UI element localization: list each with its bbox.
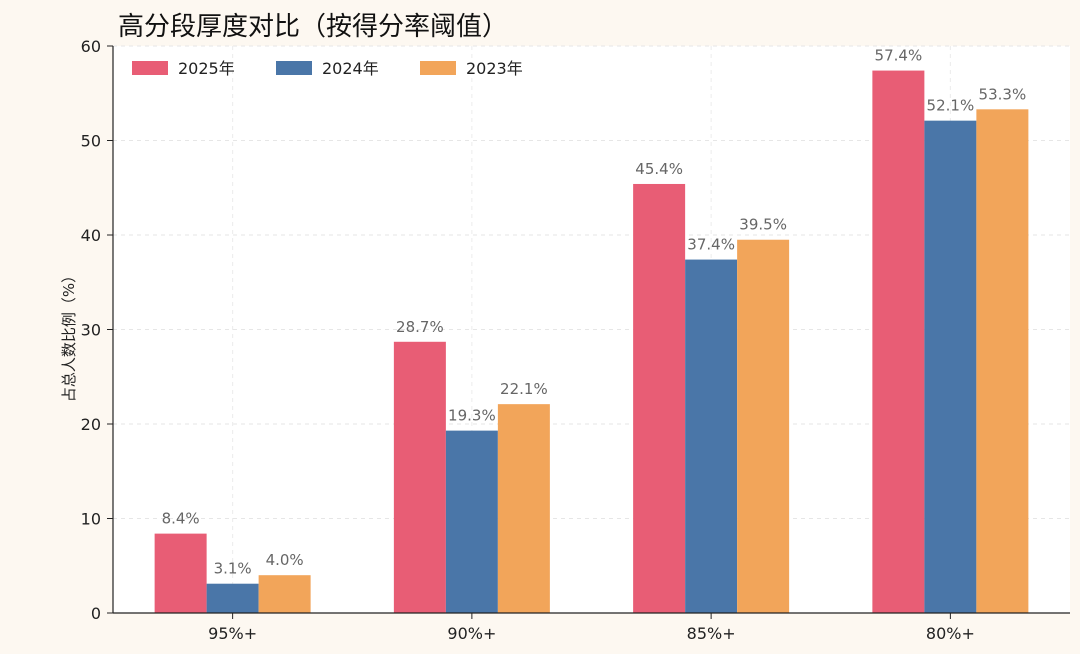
legend: 2025年 2024年 2023年 (132, 59, 523, 78)
x-tick-label: 90%+ (447, 624, 496, 643)
bar-80%+-2024年 (924, 120, 977, 613)
data-label: 57.4% (875, 47, 923, 65)
legend-label: 2025年 (178, 59, 235, 78)
bar-95%+-2024年 (206, 583, 259, 613)
bar-85%+-2024年 (685, 259, 738, 613)
y-tick-label: 40 (81, 226, 101, 245)
y-tick-label: 30 (81, 321, 101, 340)
data-label: 53.3% (979, 85, 1027, 103)
legend-label: 2023年 (466, 59, 523, 78)
bar-90%+-2024年 (445, 430, 498, 613)
x-tick-label: 95%+ (208, 624, 257, 643)
y-tick-label: 10 (81, 510, 101, 529)
bars (154, 70, 1029, 613)
bar-90%+-2023年 (497, 404, 550, 613)
data-label: 3.1% (214, 560, 252, 578)
data-label: 19.3% (448, 407, 496, 425)
chart-title: 高分段厚度对比（按得分率阈值） (118, 12, 508, 42)
bar-85%+-2025年 (633, 183, 686, 613)
data-labels: 8.4% 3.1% 4.0% 28.7% 19.3%22.1% 45.4% 37.4%39.… (162, 47, 1027, 578)
y-tick-label: 20 (81, 415, 101, 434)
y-tick-label: 60 (81, 37, 101, 56)
bar-95%+-2023年 (258, 575, 311, 613)
y-tick-label: 50 (81, 132, 101, 151)
data-label: 39.5% (739, 216, 787, 234)
legend-label: 2024年 (322, 59, 379, 78)
data-label: 8.4% (162, 510, 200, 528)
legend-swatch (420, 61, 456, 75)
data-label: 52.1% (927, 97, 975, 115)
data-label: 37.4% (687, 236, 735, 254)
bar-80%+-2025年 (872, 70, 925, 613)
bar-90%+-2025年 (393, 341, 446, 613)
legend-swatch (132, 61, 168, 75)
bar-85%+-2023年 (737, 239, 790, 613)
axes: 0 10 20 30 40 50 60 95%+ 90%+ 85%+ 80%+ (81, 37, 1070, 643)
legend-swatch (276, 61, 312, 75)
data-label: 28.7% (396, 318, 444, 336)
y-tick-label: 0 (91, 604, 101, 623)
x-tick-label: 85%+ (687, 624, 736, 643)
data-label: 4.0% (266, 551, 304, 569)
bar-95%+-2025年 (154, 533, 207, 613)
y-axis-label: 占总人数比例（%） (60, 268, 78, 402)
x-tick-label: 80%+ (926, 624, 975, 643)
data-label: 22.1% (500, 380, 548, 398)
data-label: 45.4% (635, 160, 683, 178)
bar-80%+-2023年 (976, 109, 1029, 613)
